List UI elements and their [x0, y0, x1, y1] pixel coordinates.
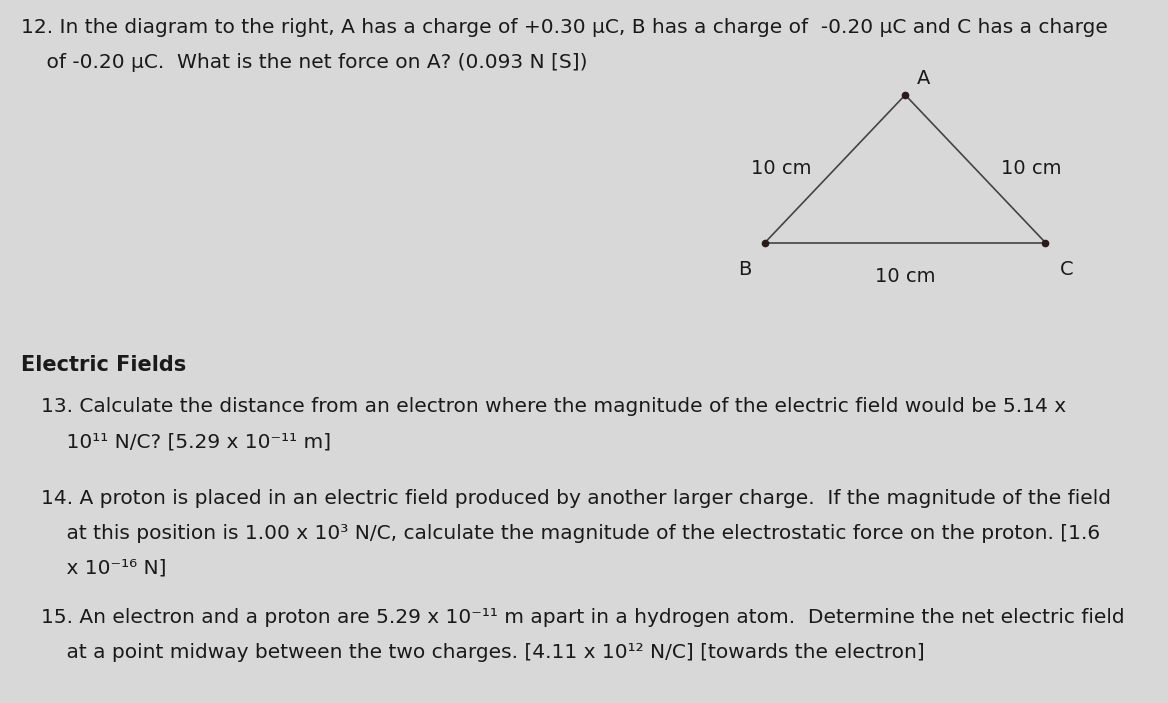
Text: of -0.20 μC.  What is the net force on A? (0.093 N [S]): of -0.20 μC. What is the net force on A?… — [21, 53, 588, 72]
Text: at this position is 1.00 x 10³ N/C, calculate the magnitude of the electrostatic: at this position is 1.00 x 10³ N/C, calc… — [41, 524, 1100, 543]
Text: B: B — [738, 260, 751, 279]
Text: 10 cm: 10 cm — [751, 159, 812, 179]
Text: 10 cm: 10 cm — [1001, 159, 1062, 179]
Text: 15. An electron and a proton are 5.29 x 10⁻¹¹ m apart in a hydrogen atom.  Deter: 15. An electron and a proton are 5.29 x … — [41, 608, 1125, 627]
Text: Electric Fields: Electric Fields — [21, 355, 186, 375]
Text: A: A — [917, 69, 930, 88]
Text: 12. In the diagram to the right, A has a charge of +0.30 μC, B has a charge of  : 12. In the diagram to the right, A has a… — [21, 18, 1108, 37]
Text: 13. Calculate the distance from an electron where the magnitude of the electric : 13. Calculate the distance from an elect… — [41, 397, 1066, 416]
Text: at a point midway between the two charges. [4.11 x 10¹² N/C] [towards the electr: at a point midway between the two charge… — [41, 643, 925, 662]
Text: 10¹¹ N/C? [5.29 x 10⁻¹¹ m]: 10¹¹ N/C? [5.29 x 10⁻¹¹ m] — [41, 432, 331, 451]
Text: 10 cm: 10 cm — [875, 267, 936, 286]
Text: C: C — [1059, 260, 1073, 279]
Text: x 10⁻¹⁶ N]: x 10⁻¹⁶ N] — [41, 559, 166, 578]
Text: 14. A proton is placed in an electric field produced by another larger charge.  : 14. A proton is placed in an electric fi… — [41, 489, 1111, 508]
